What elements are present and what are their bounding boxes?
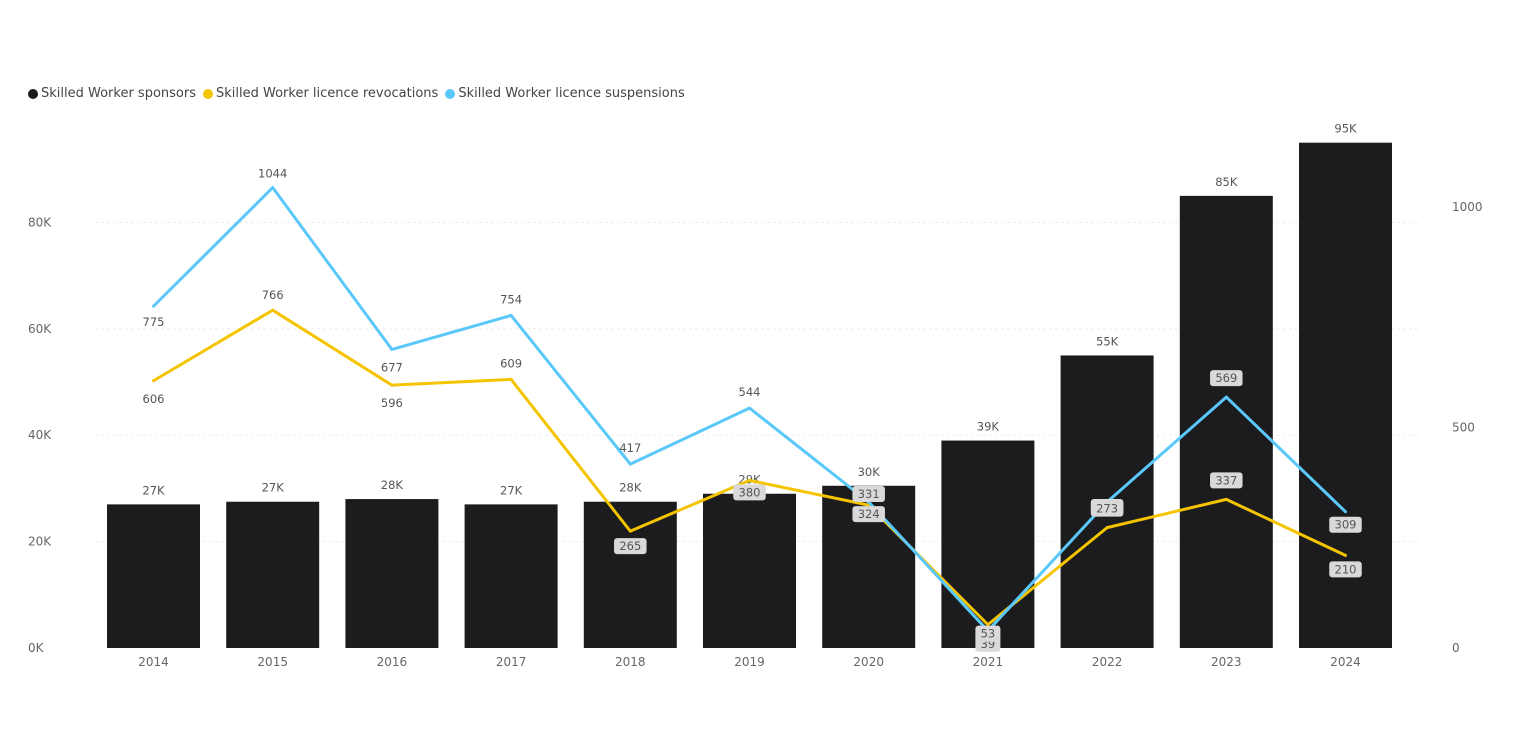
x-tick-label: 2023 xyxy=(1211,655,1242,669)
x-tick-label: 2017 xyxy=(496,655,527,669)
legend-label-suspensions: Skilled Worker licence suspensions xyxy=(458,86,685,101)
suspensions-point xyxy=(390,347,394,351)
revocations-data-label: 210 xyxy=(1335,562,1357,576)
legend-label-revocations: Skilled Worker licence revocations xyxy=(216,86,439,101)
x-tick-label: 2018 xyxy=(615,655,646,669)
bar xyxy=(107,504,200,648)
bar-data-label: 39K xyxy=(977,420,1000,434)
suspensions-point xyxy=(628,462,632,466)
legend-marker-suspensions xyxy=(445,88,456,99)
revocations-data-label: 324 xyxy=(858,507,880,521)
legend-label-sponsors: Skilled Worker sponsors xyxy=(41,86,196,101)
bar xyxy=(345,499,439,648)
revocations-data-label-box xyxy=(975,625,1001,642)
x-tick-label: 2019 xyxy=(734,655,765,669)
suspensions-point xyxy=(748,406,751,410)
suspensions-data-label: 775 xyxy=(143,315,165,329)
suspensions-point xyxy=(509,313,513,317)
revocations-point xyxy=(1105,526,1109,530)
revocations-data-label-box xyxy=(614,538,647,555)
suspensions-point xyxy=(1344,510,1347,514)
revocations-data-label: 53 xyxy=(981,627,996,641)
bar-data-label: 27K xyxy=(142,483,165,497)
revocations-data-label: 766 xyxy=(262,288,284,302)
revocations-data-label: 596 xyxy=(381,396,403,410)
suspensions-data-label: 544 xyxy=(739,385,761,399)
suspensions-point xyxy=(271,186,275,190)
y-left-tick-label: 80K xyxy=(28,215,52,229)
legend-item-suspensions[interactable]: Skilled Worker licence suspensions xyxy=(445,86,685,101)
revocations-data-label-box xyxy=(1329,561,1362,578)
revocations-data-label: 606 xyxy=(143,392,165,406)
bar-data-label: 27K xyxy=(262,481,285,495)
y-left-tick-label: 60K xyxy=(28,322,52,336)
y-right-tick-label: 500 xyxy=(1452,421,1475,435)
x-tick-label: 2024 xyxy=(1330,655,1361,669)
suspensions-data-label-box xyxy=(1210,370,1243,387)
suspensions-data-label: 331 xyxy=(858,487,880,501)
x-tick-label: 2016 xyxy=(377,655,408,669)
bar xyxy=(226,501,320,648)
revocations-point xyxy=(1344,553,1347,557)
revocations-point xyxy=(986,623,990,627)
revocations-point xyxy=(390,383,394,387)
bar-data-label: 27K xyxy=(500,483,523,497)
bar-data-label: 28K xyxy=(619,481,642,495)
x-tick-label: 2022 xyxy=(1092,655,1123,669)
bar xyxy=(941,440,1035,648)
x-tick-label: 2014 xyxy=(138,655,169,669)
y-left-tick-label: 0K xyxy=(28,641,45,655)
suspensions-data-label: 1044 xyxy=(258,167,287,181)
bar-data-label: 85K xyxy=(1215,175,1238,189)
revocations-data-label: 273 xyxy=(1096,502,1118,516)
revocations-data-label-box xyxy=(1090,500,1124,517)
revocations-data-label-box xyxy=(733,484,766,501)
bar xyxy=(703,493,796,648)
suspensions-data-label-box xyxy=(852,486,885,503)
x-tick-label: 2015 xyxy=(257,655,288,669)
y-left-tick-label: 20K xyxy=(28,535,52,549)
revocations-point xyxy=(748,478,751,482)
suspensions-data-label: 309 xyxy=(1335,518,1357,532)
bar-data-label: 28K xyxy=(381,478,404,492)
revocations-data-label: 609 xyxy=(500,356,522,370)
suspensions-point xyxy=(152,304,155,308)
suspensions-data-label-box xyxy=(1329,516,1362,533)
revocations-point xyxy=(628,529,632,533)
revocations-point xyxy=(271,308,275,312)
bar-data-label: 95K xyxy=(1334,122,1357,136)
revocations-data-label-box xyxy=(1210,472,1243,489)
legend-item-sponsors[interactable]: Skilled Worker sponsors xyxy=(28,86,196,101)
chart-legend: Skilled Worker sponsors Skilled Worker l… xyxy=(28,86,692,101)
revocations-data-label-box xyxy=(852,506,885,523)
legend-item-revocations[interactable]: Skilled Worker licence revocations xyxy=(203,86,438,101)
revocations-point xyxy=(509,377,513,381)
bar xyxy=(1179,195,1273,648)
revocations-point xyxy=(152,379,155,383)
y-left-tick-label: 40K xyxy=(28,428,52,442)
revocations-data-label: 265 xyxy=(619,539,641,553)
revocations-point xyxy=(1224,497,1228,501)
bar xyxy=(464,504,558,648)
bar-data-label: 30K xyxy=(858,465,881,479)
x-tick-label: 2020 xyxy=(853,655,884,669)
bar-data-label: 55K xyxy=(1096,334,1119,348)
suspensions-data-label: 677 xyxy=(381,360,403,374)
suspensions-data-label: 754 xyxy=(500,292,522,306)
suspensions-data-label: 569 xyxy=(1215,371,1237,385)
legend-marker-sponsors xyxy=(28,88,38,99)
revocations-data-label: 337 xyxy=(1215,473,1237,487)
y-right-tick-label: 1000 xyxy=(1452,200,1483,214)
x-tick-label: 2021 xyxy=(973,655,1004,669)
suspensions-point xyxy=(1224,395,1228,399)
legend-marker-revocations xyxy=(203,88,213,99)
bar xyxy=(583,501,677,648)
revocations-data-label: 380 xyxy=(739,485,761,499)
y-right-tick-label: 0 xyxy=(1452,641,1460,655)
suspensions-data-label: 417 xyxy=(619,441,641,455)
